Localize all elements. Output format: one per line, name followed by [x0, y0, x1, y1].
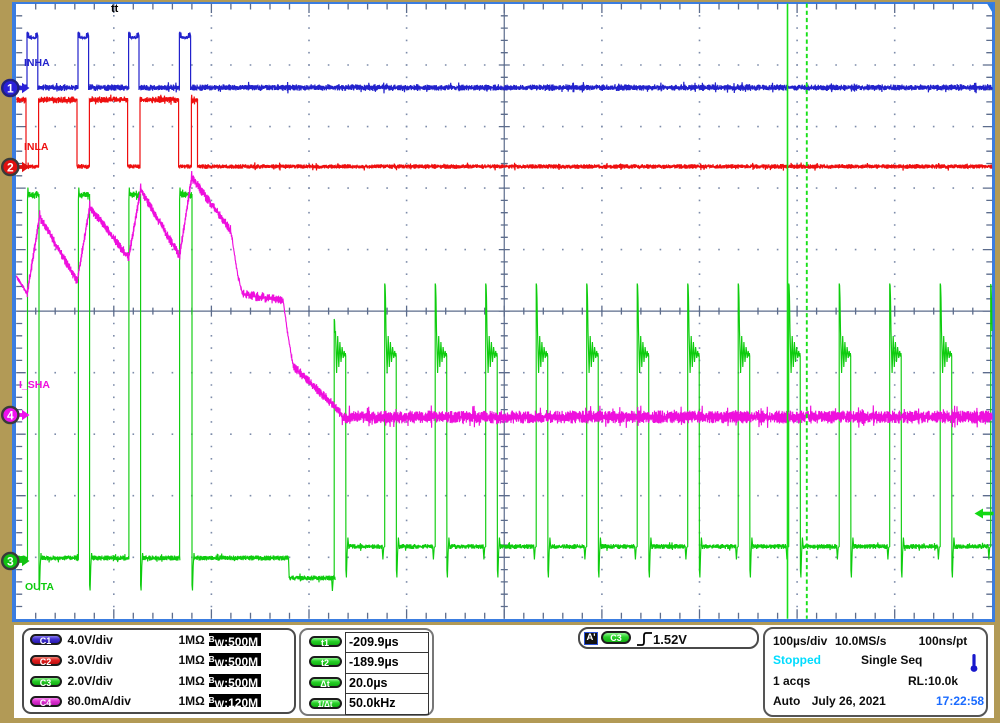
svg-text:4: 4	[7, 408, 14, 422]
svg-text:INLA: INLA	[24, 141, 49, 153]
svg-text:3: 3	[7, 554, 14, 568]
svg-text:1: 1	[7, 81, 14, 95]
svg-text:INHA: INHA	[24, 57, 50, 69]
svg-text:I_SHA: I_SHA	[19, 379, 50, 391]
svg-text:tt: tt	[111, 3, 119, 15]
svg-text:OUTA: OUTA	[25, 581, 54, 593]
svg-text:2: 2	[7, 160, 14, 174]
